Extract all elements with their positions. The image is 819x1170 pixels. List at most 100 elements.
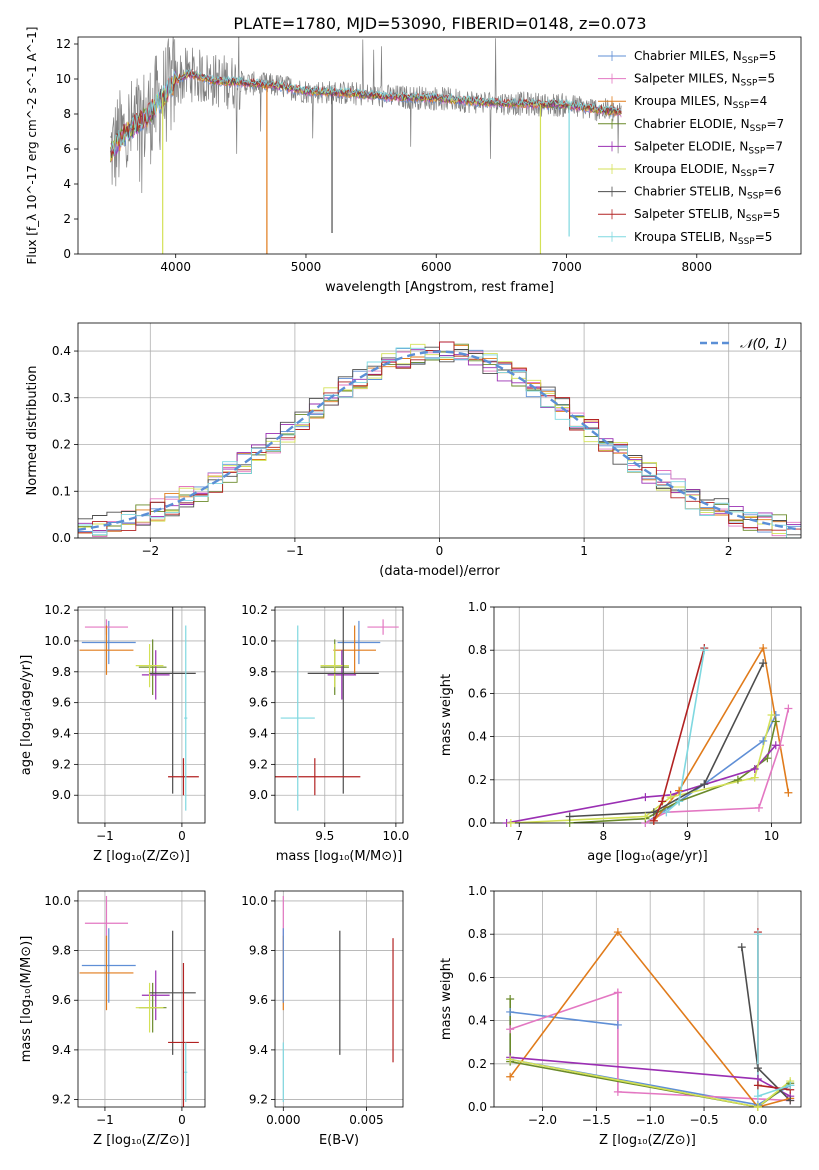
weight-point-salpeter-elodie xyxy=(641,793,650,802)
weight-point-salpeter-elodie xyxy=(771,741,780,750)
weight-point-chabrier-miles xyxy=(759,736,768,745)
weight-point-salpeter-miles xyxy=(613,988,622,997)
y-axis-label: mass weight xyxy=(439,674,454,756)
y-tick-label: 0.4 xyxy=(52,344,71,358)
legend-entry: Salpeter ELODIE, NSSP=7 xyxy=(634,139,783,156)
x-tick-label: −1 xyxy=(96,1113,114,1127)
y-tick-label: 4 xyxy=(63,177,71,191)
x-axis-label: E(B-V) xyxy=(319,1133,359,1148)
weight-line-kroupa-elodie xyxy=(510,714,773,823)
legend-entry: Kroupa MILES, NSSP=4 xyxy=(634,94,767,111)
legend-tail: =5 xyxy=(759,49,777,63)
weight-point-chabrier-stelib xyxy=(737,943,746,952)
weight-line-salpeter-elodie xyxy=(506,744,777,823)
model-line-salpeter-stelib xyxy=(110,68,622,157)
legend-tail: =6 xyxy=(764,185,782,199)
weight-point-salpeter-elodie xyxy=(750,765,759,773)
panel-age_vs_Z: −1 0 9.0 9.2 9.4 9.6 9.8 10.0 10.2 Z [log₁₀(Z/Z⊙)… xyxy=(19,603,206,864)
weight-point-salpeter-stelib xyxy=(649,816,658,825)
plot-area xyxy=(78,607,205,823)
weight-point-kroupa-miles xyxy=(506,1072,515,1081)
y-tick-label: 9.6 xyxy=(249,993,268,1007)
figure-title: PLATE=1780, MJD=53090, FIBERID=0148, z=0… xyxy=(233,14,646,33)
y-tick-label: 0.0 xyxy=(468,816,487,830)
weight-point-chabrier-stelib xyxy=(565,812,574,821)
x-tick-label: −0.5 xyxy=(689,1113,718,1127)
x-tick-label: −2 xyxy=(141,544,159,558)
x-tick-label: 0.0 xyxy=(748,1113,767,1127)
y-tick-label: 10.0 xyxy=(44,634,71,648)
y-axis-label: mass weight xyxy=(439,958,454,1040)
x-tick-label: 0.005 xyxy=(349,1113,383,1127)
x-tick-label: 7000 xyxy=(551,260,582,274)
y-tick-label: 0.8 xyxy=(468,643,487,657)
weight-point-salpeter-miles xyxy=(754,803,763,812)
y-tick-label: 9.2 xyxy=(249,757,268,771)
weight-point-chabrier-stelib xyxy=(649,808,658,817)
weight-line-chabrier-stelib xyxy=(569,662,764,818)
plot-area xyxy=(275,891,403,1107)
x-tick-label: 8000 xyxy=(682,260,713,274)
weight-point-chabrier-stelib xyxy=(700,780,709,789)
y-tick-label: 0.1 xyxy=(52,484,71,498)
legend-entry: Salpeter MILES, NSSP=5 xyxy=(634,72,775,89)
weight-point-kroupa-stelib xyxy=(753,930,762,939)
legend-sub: SSP xyxy=(733,101,750,111)
x-axis-label: (data-model)/error xyxy=(379,564,500,579)
weight-point-chabrier-elodie xyxy=(733,775,742,784)
axes-frame xyxy=(274,606,404,824)
legend-entry: 𝒩(0, 1) xyxy=(740,337,787,352)
x-axis-label: Z [log₁₀(Z/Z⊙)] xyxy=(93,1133,190,1148)
weight-point-chabrier-miles xyxy=(506,1007,515,1016)
y-tick-label: 9.8 xyxy=(249,944,268,958)
y-tick-label: 10.2 xyxy=(44,603,71,617)
weight-point-chabrier-elodie xyxy=(506,995,515,1003)
legend-text: Salpeter ELODIE, N xyxy=(634,139,748,153)
plot-area xyxy=(494,607,801,823)
y-tick-label: 9.2 xyxy=(52,1093,71,1107)
legend-text: Salpeter STELIB, N xyxy=(634,207,746,221)
legend-entry: Chabrier ELODIE, NSSP=7 xyxy=(634,117,784,134)
y-tick-label: 9.0 xyxy=(52,788,71,802)
histogram-salpeter-stelib xyxy=(78,341,801,534)
y-tick-label: 0 xyxy=(63,247,71,261)
legend-text: Kroupa STELIB, N xyxy=(634,230,738,244)
weight-point-kroupa-elodie xyxy=(506,1055,515,1064)
weight-point-chabrier-miles xyxy=(613,1020,622,1029)
legend-tail: =4 xyxy=(750,94,768,108)
plot-area xyxy=(494,891,801,1107)
y-tick-label: 10.2 xyxy=(241,603,268,617)
legend-sub: SSP xyxy=(742,56,759,66)
axes-frame xyxy=(493,606,802,824)
model-line-salpeter-elodie xyxy=(110,70,622,157)
axes-frame xyxy=(77,606,206,824)
x-tick-label: 0 xyxy=(436,544,444,558)
weight-point-kroupa-stelib xyxy=(675,797,684,806)
weight-point-kroupa-elodie xyxy=(750,773,759,782)
x-axis-label: wavelength [Angstrom, rest frame] xyxy=(325,280,554,295)
legend-entry: Kroupa STELIB, NSSP=5 xyxy=(634,230,772,247)
y-tick-label: 0.2 xyxy=(468,773,487,787)
y-tick-label: 9.8 xyxy=(52,944,71,958)
weight-line-kroupa-miles xyxy=(509,930,791,1107)
y-axis-label: mass [log₁₀(M/M⊙)] xyxy=(19,936,34,1063)
legend-entry: Salpeter STELIB, NSSP=5 xyxy=(634,207,780,224)
y-tick-label: 0.6 xyxy=(468,970,487,984)
weight-point-chabrier-stelib xyxy=(786,1096,795,1105)
histogram-kroupa-stelib xyxy=(78,347,801,538)
y-tick-label: 0.8 xyxy=(468,927,487,941)
weight-point-chabrier-elodie xyxy=(763,754,772,763)
legend-sub: SSP xyxy=(747,192,764,202)
weight-point-kroupa-stelib xyxy=(753,1092,762,1101)
panel-weights_vs_Z: −2.0 −1.5 −1.0 −0.5 0.0 0.0 0.2 0.4 0.6 0.8 1.0 Z [… xyxy=(439,884,802,1148)
model-line-kroupa-elodie xyxy=(110,69,622,161)
weight-point-kroupa-stelib xyxy=(700,646,709,655)
y-tick-label: 9.6 xyxy=(249,696,268,710)
weight-point-kroupa-elodie xyxy=(641,812,650,821)
weight-point-kroupa-miles xyxy=(613,928,622,937)
y-tick-label: 9.4 xyxy=(249,727,268,741)
y-tick-label: 2 xyxy=(63,212,71,226)
y-tick-label: 10.0 xyxy=(241,894,268,908)
weight-point-kroupa-stelib xyxy=(662,808,671,817)
